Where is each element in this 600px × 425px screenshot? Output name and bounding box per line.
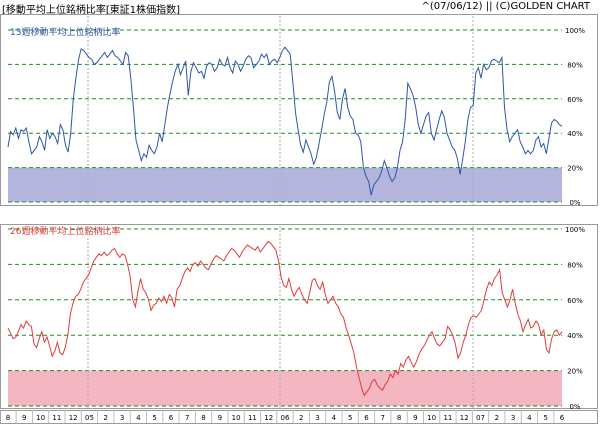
x-tick-24: 8 bbox=[397, 414, 401, 422]
header-copyright: || (C)GOLDEN CHART bbox=[485, 1, 590, 12]
y-tick-p26-0: 0% bbox=[569, 403, 580, 411]
x-tick-25: 9 bbox=[413, 414, 417, 422]
x-tick-15: 11 bbox=[248, 414, 257, 422]
x-tick-16: 12 bbox=[264, 414, 273, 422]
header-date: ^(07/06/12) bbox=[421, 1, 483, 12]
x-tick-0: 8 bbox=[6, 414, 10, 422]
x-tick-3: 11 bbox=[52, 414, 61, 422]
y-tick-p13-4: 80% bbox=[567, 61, 583, 69]
x-tick-34: 6 bbox=[560, 414, 565, 422]
x-tick-1: 9 bbox=[22, 414, 26, 422]
x-tick-32: 4 bbox=[527, 414, 532, 422]
x-tick-8: 4 bbox=[136, 414, 141, 422]
x-axis-bar bbox=[0, 410, 598, 424]
chart-title-p13: 13週移動平均上位銘柄比率 bbox=[10, 26, 120, 38]
x-tick-4: 12 bbox=[69, 414, 78, 422]
x-tick-27: 11 bbox=[443, 414, 452, 422]
y-tick-p13-0: 0% bbox=[569, 199, 580, 207]
x-tick-9: 5 bbox=[152, 414, 156, 422]
x-tick-30: 2 bbox=[495, 414, 499, 422]
x-tick-28: 12 bbox=[460, 414, 469, 422]
x-tick-12: 8 bbox=[201, 414, 205, 422]
x-tick-21: 5 bbox=[348, 414, 352, 422]
x-tick-23: 7 bbox=[381, 414, 385, 422]
x-tick-7: 3 bbox=[120, 414, 124, 422]
panel-frame-p26 bbox=[0, 224, 598, 409]
header-right-info: ^(07/06/12) || (C)GOLDEN CHART bbox=[421, 1, 590, 12]
y-tick-p13-1: 20% bbox=[567, 165, 583, 173]
y-tick-p26-3: 60% bbox=[567, 297, 583, 305]
x-tick-20: 4 bbox=[332, 414, 337, 422]
x-tick-11: 7 bbox=[185, 414, 189, 422]
x-tick-29: 07 bbox=[476, 414, 485, 422]
series-line-p13 bbox=[7, 46, 563, 196]
band-p26 bbox=[8, 370, 562, 406]
x-tick-6: 2 bbox=[104, 414, 108, 422]
x-tick-10: 6 bbox=[169, 414, 174, 422]
x-tick-26: 10 bbox=[427, 414, 436, 422]
x-tick-17: 06 bbox=[281, 414, 290, 422]
y-tick-p13-3: 60% bbox=[567, 96, 583, 104]
x-tick-33: 5 bbox=[543, 414, 547, 422]
header-bar: [移動平均上位銘柄比率[東証1株価指数] ^(07/06/12) || (C)G… bbox=[0, 0, 600, 16]
x-tick-2: 10 bbox=[36, 414, 45, 422]
band-p13 bbox=[8, 167, 562, 202]
x-tick-5: 05 bbox=[85, 414, 94, 422]
x-tick-14: 10 bbox=[232, 414, 241, 422]
x-tick-31: 3 bbox=[511, 414, 515, 422]
panel-frame-p13 bbox=[0, 14, 598, 206]
chart-title-p26: 26週移動平均上位銘柄比率 bbox=[10, 225, 120, 237]
y-tick-p13-5: 100% bbox=[565, 27, 585, 35]
x-tick-18: 2 bbox=[299, 414, 303, 422]
x-tick-22: 6 bbox=[364, 414, 369, 422]
y-tick-p26-5: 100% bbox=[565, 226, 585, 234]
y-tick-p26-1: 20% bbox=[567, 368, 583, 376]
y-tick-p26-4: 80% bbox=[567, 261, 583, 269]
x-tick-19: 3 bbox=[315, 414, 319, 422]
y-tick-p13-2: 40% bbox=[567, 130, 583, 138]
y-tick-p26-2: 40% bbox=[567, 332, 583, 340]
header-title: [移動平均上位銘柄比率[東証1株価指数] bbox=[2, 5, 181, 16]
series-line-p26 bbox=[7, 240, 563, 397]
x-tick-13: 9 bbox=[218, 414, 222, 422]
